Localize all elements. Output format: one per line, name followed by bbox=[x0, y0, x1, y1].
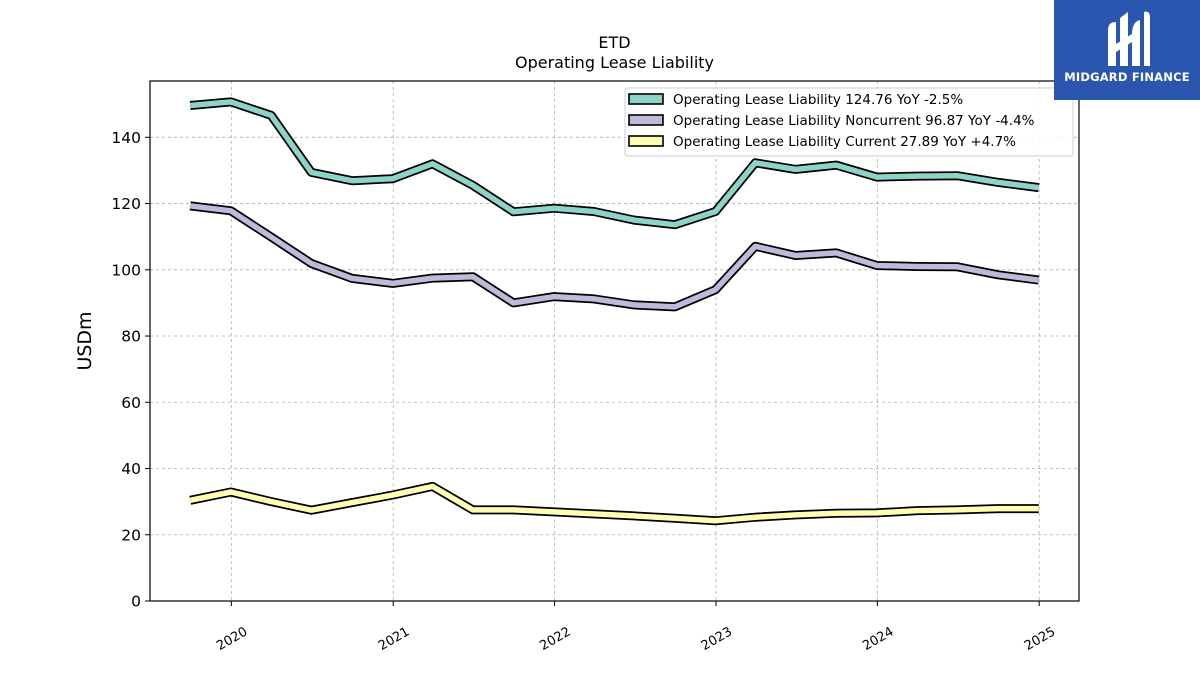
y-tick-label: 40 bbox=[121, 460, 141, 478]
chart-title: ETD bbox=[598, 33, 630, 52]
y-tick-label: 0 bbox=[131, 593, 141, 611]
y-tick-label: 140 bbox=[111, 129, 141, 147]
logo-text: MIDGARD FINANCE bbox=[1064, 70, 1190, 84]
y-tick-label: 80 bbox=[121, 328, 141, 346]
legend-label-1: Operating Lease Liability Noncurrent 96.… bbox=[673, 113, 1035, 129]
logo-mark-icon bbox=[1108, 11, 1150, 67]
x-tick-label: 2022 bbox=[537, 624, 573, 654]
legend-swatch-1 bbox=[628, 114, 664, 126]
x-tick-label: 2021 bbox=[376, 624, 412, 654]
legend-swatch-2 bbox=[628, 135, 664, 147]
series-lines bbox=[189, 97, 1040, 526]
legend-swatch-0 bbox=[628, 93, 664, 105]
legend-box bbox=[624, 87, 1074, 157]
legend-label-2: Operating Lease Liability Current 27.89 … bbox=[673, 134, 1016, 150]
plot-frame bbox=[149, 80, 1080, 602]
series-line-2 bbox=[189, 483, 1039, 524]
midgard-finance-logo: MIDGARD FINANCE bbox=[1054, 0, 1200, 100]
axes: 0 20 40 60 80 100 120 140 2020 2021 2022 2023 2024 20… bbox=[111, 129, 1058, 654]
y-axis-label: USDm bbox=[74, 311, 96, 370]
series-line-0 bbox=[189, 99, 1040, 228]
series-line-1 bbox=[189, 203, 1040, 310]
x-tick-label: 2020 bbox=[214, 624, 250, 654]
legend-label-0: Operating Lease Liability 124.76 YoY -2.… bbox=[673, 92, 963, 108]
y-tick-label: 100 bbox=[111, 261, 141, 279]
series-outline-1 bbox=[189, 201, 1040, 312]
y-tick-label: 120 bbox=[111, 195, 141, 213]
x-tick-label: 2025 bbox=[1022, 624, 1058, 654]
x-tick-label: 2024 bbox=[860, 624, 896, 654]
chart-subtitle: Operating Lease Liability bbox=[515, 53, 714, 72]
y-tick-label: 20 bbox=[121, 526, 141, 544]
legend: Operating Lease Liability 124.76 YoY -2.… bbox=[624, 87, 1074, 157]
y-tick-label: 60 bbox=[121, 394, 141, 412]
x-tick-label: 2023 bbox=[699, 624, 735, 654]
grid-lines bbox=[150, 81, 1079, 602]
